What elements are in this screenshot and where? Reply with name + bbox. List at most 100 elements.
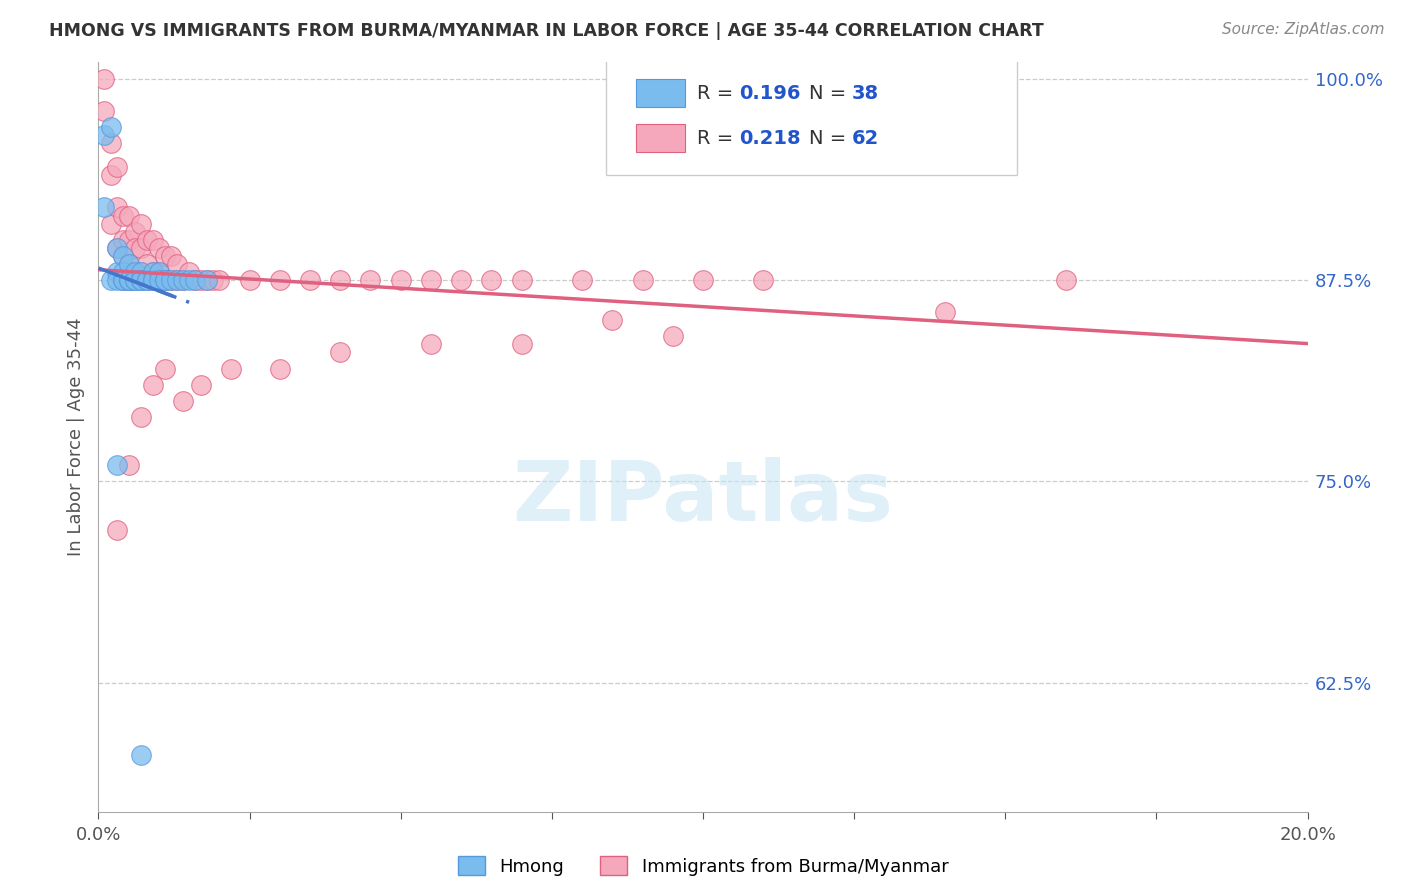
Point — [202, 273, 225, 287]
Point — [195, 273, 218, 287]
Point — [153, 249, 176, 263]
Point — [100, 136, 122, 150]
Point — [172, 393, 194, 408]
Point — [160, 273, 183, 287]
Point — [111, 233, 134, 247]
Point — [329, 345, 352, 359]
Point — [602, 313, 624, 327]
Point — [93, 201, 115, 215]
Point — [100, 168, 122, 182]
Point — [148, 265, 170, 279]
Point — [124, 273, 146, 287]
Point — [148, 265, 170, 279]
FancyBboxPatch shape — [637, 124, 685, 153]
Text: 62: 62 — [852, 128, 879, 147]
Point — [172, 273, 194, 287]
Point — [239, 273, 262, 287]
Point — [510, 273, 533, 287]
Point — [329, 273, 352, 287]
Point — [111, 249, 134, 263]
Text: R =: R = — [697, 84, 740, 103]
Point — [100, 273, 122, 287]
Point — [389, 273, 412, 287]
Point — [631, 273, 654, 287]
Point — [118, 209, 141, 223]
Point — [148, 241, 170, 255]
Text: ZIPatlas: ZIPatlas — [513, 457, 893, 538]
Point — [269, 273, 291, 287]
Point — [111, 209, 134, 223]
Point — [142, 265, 165, 279]
Point — [153, 273, 176, 287]
Point — [118, 273, 141, 287]
Point — [160, 273, 183, 287]
Point — [129, 273, 152, 287]
Point — [118, 257, 141, 271]
Point — [661, 329, 683, 343]
Point — [934, 305, 956, 319]
Point — [118, 233, 141, 247]
Point — [93, 128, 115, 142]
Point — [142, 233, 165, 247]
Point — [129, 265, 152, 279]
Point — [135, 233, 157, 247]
Point — [129, 273, 152, 287]
Point — [111, 273, 134, 287]
Point — [190, 273, 212, 287]
Point — [100, 120, 122, 134]
Point — [692, 273, 714, 287]
Point — [190, 377, 212, 392]
Point — [166, 257, 188, 271]
Point — [420, 337, 443, 351]
Point — [481, 273, 503, 287]
Point — [105, 241, 128, 255]
Point — [118, 458, 141, 473]
Point — [135, 257, 157, 271]
Point — [111, 273, 134, 287]
FancyBboxPatch shape — [637, 78, 685, 107]
Text: Source: ZipAtlas.com: Source: ZipAtlas.com — [1222, 22, 1385, 37]
Point — [124, 265, 146, 279]
Text: R =: R = — [697, 128, 740, 147]
Point — [105, 160, 128, 174]
Point — [184, 273, 207, 287]
Point — [118, 273, 141, 287]
Point — [111, 249, 134, 263]
Text: 0.218: 0.218 — [740, 128, 801, 147]
Point — [450, 273, 472, 287]
Point — [124, 265, 146, 279]
Point — [142, 273, 165, 287]
Text: N =: N = — [810, 84, 853, 103]
Point — [142, 273, 165, 287]
Point — [172, 273, 194, 287]
Point — [105, 201, 128, 215]
Point — [100, 217, 122, 231]
Point — [118, 273, 141, 287]
Point — [105, 458, 128, 473]
Point — [208, 273, 231, 287]
Y-axis label: In Labor Force | Age 35-44: In Labor Force | Age 35-44 — [66, 318, 84, 557]
Point — [93, 71, 115, 86]
Point — [118, 257, 141, 271]
Point — [129, 217, 152, 231]
Point — [1054, 273, 1077, 287]
Point — [153, 361, 176, 376]
Point — [129, 265, 152, 279]
Text: 38: 38 — [852, 84, 879, 103]
Point — [142, 377, 165, 392]
Point — [93, 103, 115, 118]
Point — [148, 273, 170, 287]
Point — [129, 409, 152, 424]
Point — [752, 273, 775, 287]
Point — [105, 273, 128, 287]
Point — [135, 273, 157, 287]
Point — [166, 273, 188, 287]
Point — [179, 265, 201, 279]
Point — [142, 273, 165, 287]
Point — [124, 241, 146, 255]
Point — [142, 265, 165, 279]
Point — [420, 273, 443, 287]
Point — [153, 273, 176, 287]
Point — [195, 273, 218, 287]
Point — [129, 273, 152, 287]
